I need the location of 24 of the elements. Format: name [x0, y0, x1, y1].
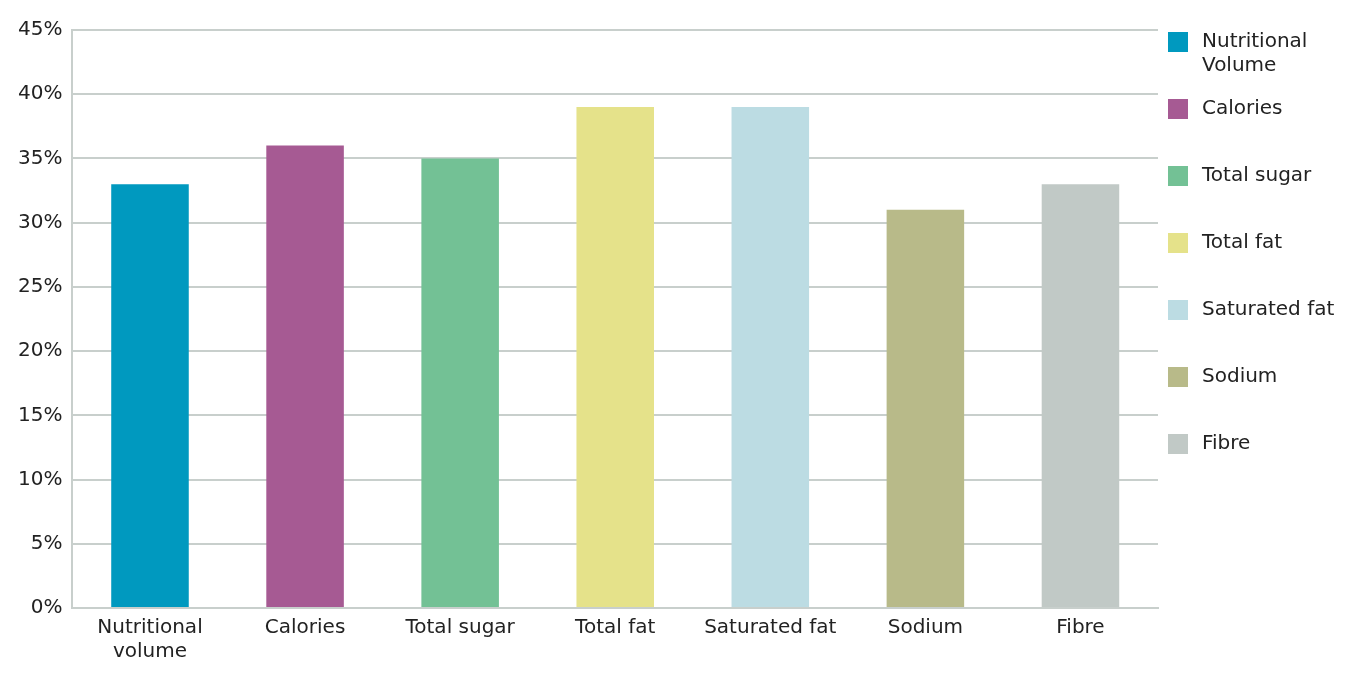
x-tick-label: Sodium — [887, 614, 964, 639]
y-tick-label: 40% — [18, 80, 63, 105]
legend-label: Nutritional Volume — [1202, 28, 1309, 76]
legend-label: Total fat — [1202, 229, 1283, 253]
y-tick-label: 35% — [18, 144, 63, 169]
x-tick-label: Calories — [264, 614, 346, 639]
x-tick-label: Fibre — [1056, 614, 1105, 639]
y-tick-label: 10% — [18, 465, 63, 490]
y-tick-label: 20% — [18, 337, 63, 362]
y-tick-label: 45% — [18, 16, 63, 41]
x-tick-label: Total fat — [574, 614, 656, 639]
y-tick-label: 25% — [18, 273, 63, 298]
y-tick-label: 5% — [30, 529, 63, 554]
legend-label: Saturated fat — [1202, 296, 1335, 320]
legend-label: Sodium — [1202, 363, 1278, 387]
y-tick-label: 0% — [30, 594, 63, 619]
legend-label: Calories — [1202, 95, 1283, 119]
x-tick-label: Total sugar — [404, 614, 516, 639]
y-tick-label: 30% — [18, 208, 63, 233]
x-tick-label: Nutritional volume — [97, 614, 203, 663]
y-tick-label: 15% — [18, 401, 63, 426]
x-tick-label: Saturated fat — [704, 614, 837, 639]
legend-label: Total sugar — [1202, 162, 1312, 186]
legend-label: Fibre — [1202, 430, 1251, 454]
